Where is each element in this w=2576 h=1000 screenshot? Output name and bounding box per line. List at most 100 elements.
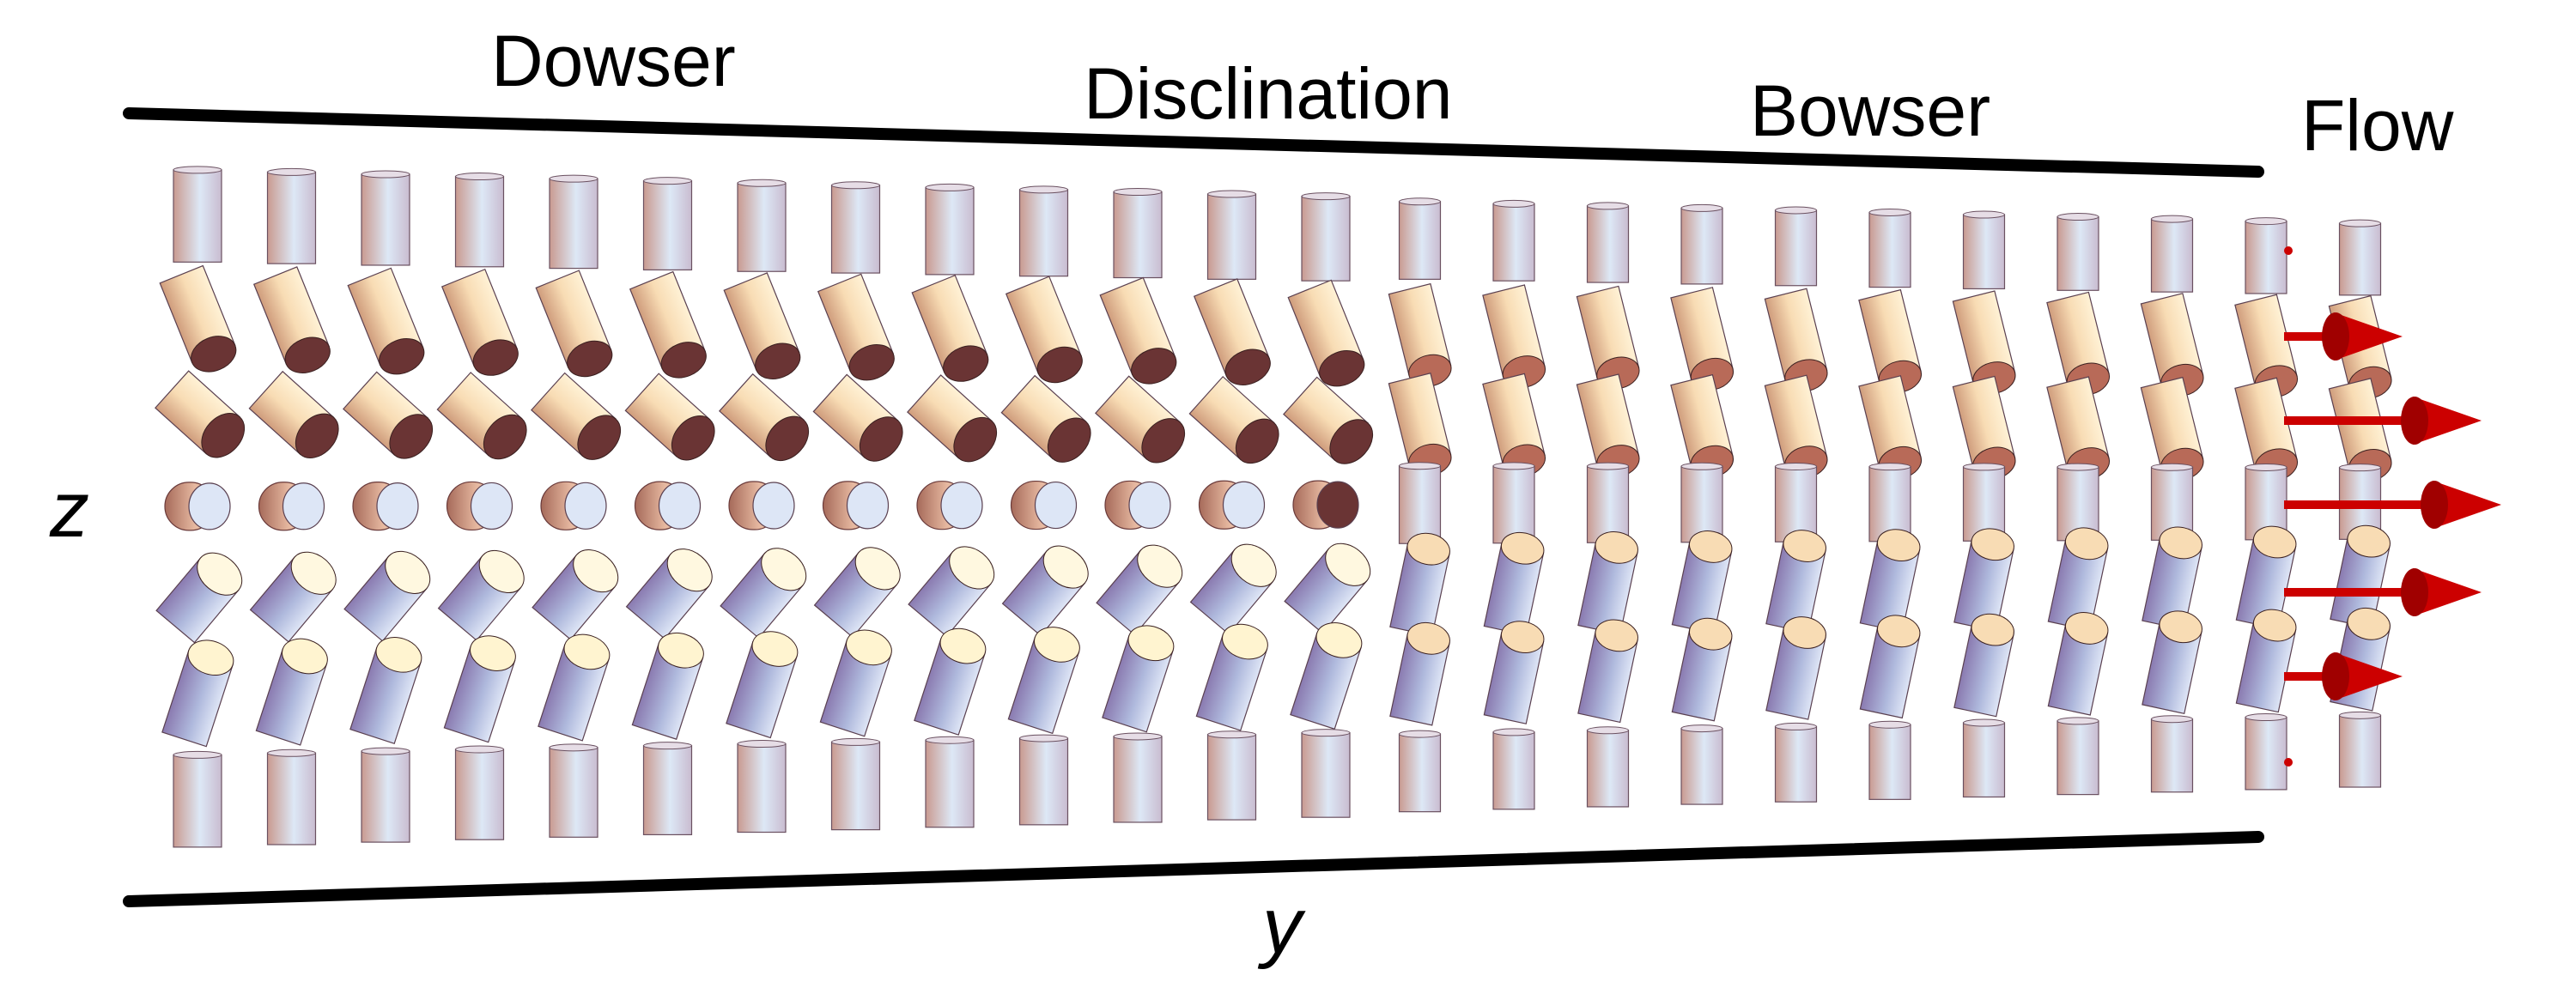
cylinder-r3-c3 [446, 481, 513, 531]
cylinder-r3-c13 [1398, 462, 1442, 544]
cylinder-r6-c13 [1398, 730, 1442, 813]
cylinder-r0-c16 [1680, 203, 1723, 285]
director-cylinders [155, 166, 2392, 848]
cylinder-r0-c1 [266, 167, 317, 264]
cylinder-r4-c5 [625, 548, 713, 639]
cylinder-r3-c7 [822, 481, 890, 530]
cylinder-r2-c0 [155, 370, 246, 458]
cylinder-r0-c17 [1774, 206, 1818, 287]
cylinder-r5-c9 [1007, 627, 1080, 735]
cylinder-r0-c4 [549, 174, 598, 270]
flow-arrow-4 [2284, 568, 2482, 616]
flow-arrow-6 [2284, 758, 2293, 767]
cylinder-r4-c20 [2047, 527, 2109, 632]
cylinder-r6-c12 [1301, 729, 1351, 818]
cylinder-r6-c3 [454, 745, 505, 840]
cylinder-r2-c1 [248, 370, 339, 459]
cylinder-r4-c8 [908, 546, 995, 638]
cylinder-r3-c11 [1198, 480, 1266, 530]
cylinder-r1-c1 [252, 266, 331, 373]
y-axis-label: y [1257, 882, 1306, 970]
cylinder-r0-c8 [925, 183, 975, 276]
cylinder-r0-c10 [1113, 187, 1163, 279]
cylinder-r5-c19 [1953, 613, 2014, 718]
cylinder-r3-c9 [1010, 480, 1078, 530]
cylinder-r0-c6 [737, 179, 787, 272]
cylinder-r6-c20 [2057, 717, 2099, 796]
cylinder-r6-c11 [1206, 730, 1257, 821]
cylinder-r6-c8 [925, 736, 975, 828]
flow-arrow-2 [2284, 397, 2482, 445]
cylinder-r0-c18 [1868, 208, 1911, 288]
cylinder-r5-c17 [1765, 616, 1826, 720]
cylinder-r6-c18 [1868, 720, 1911, 800]
cylinder-r3-c15 [1586, 462, 1630, 543]
top-wall [123, 107, 2264, 178]
cylinder-r2-c11 [1188, 375, 1279, 464]
cylinder-r1-c9 [1005, 276, 1083, 384]
cylinder-r6-c2 [361, 747, 410, 843]
cylinder-r0-c12 [1301, 192, 1351, 282]
cylinder-r4-c10 [1096, 544, 1183, 636]
cylinder-r2-c5 [624, 373, 715, 461]
cylinder-r6-c6 [737, 740, 787, 833]
cylinder-r4-c3 [437, 549, 525, 641]
cylinder-r2-c2 [343, 371, 434, 459]
cylinder-r6-c4 [549, 743, 598, 838]
cylinder-r5-c4 [538, 633, 611, 742]
cylinder-r4-c7 [813, 547, 901, 639]
cylinder-r3-c6 [728, 481, 795, 530]
cylinder-r4-c15 [1577, 530, 1638, 635]
cylinder-r3-c1 [258, 482, 325, 531]
cylinder-r3-c18 [1868, 463, 1911, 542]
cylinder-r5-c10 [1102, 625, 1175, 733]
cylinder-r4-c19 [1953, 528, 2014, 632]
cylinder-r3-c14 [1492, 462, 1535, 544]
cylinder-r6-c7 [830, 737, 881, 831]
cylinder-r2-c10 [1095, 375, 1186, 464]
cylinder-r1-c6 [723, 272, 801, 379]
flow-velocity-arrows [2284, 246, 2501, 767]
cylinder-r6-c21 [2150, 715, 2194, 793]
cylinder-r4-c13 [1389, 532, 1450, 637]
bottom-wall [123, 831, 2264, 907]
cylinder-r5-c1 [255, 638, 328, 746]
cylinder-r6-c10 [1113, 732, 1163, 823]
cylinder-r5-c5 [631, 632, 704, 740]
cylinder-r2-c3 [436, 372, 527, 460]
cylinder-r3-c10 [1104, 480, 1171, 530]
cylinder-r6-c23 [2338, 711, 2382, 788]
cylinder-r0-c2 [361, 170, 410, 266]
cylinder-r4-c14 [1483, 531, 1545, 636]
channel-walls [123, 107, 2264, 907]
cylinder-r0-c11 [1206, 190, 1257, 280]
cylinder-r4-c9 [1001, 545, 1089, 637]
cylinder-r1-c4 [535, 270, 613, 378]
cylinder-r6-c22 [2245, 713, 2287, 791]
cylinder-r0-c0 [173, 166, 222, 263]
dowser-label: Dowser [491, 21, 736, 101]
bowser-label: Bowser [1750, 70, 1990, 151]
cylinder-r5-c13 [1389, 621, 1450, 726]
cylinder-r1-c7 [817, 273, 895, 381]
cylinder-r5-c7 [819, 629, 892, 737]
cylinder-r0-c20 [2057, 213, 2099, 291]
cylinder-r1-c15 [1576, 285, 1640, 390]
cylinder-r4-c6 [720, 548, 807, 639]
cylinder-r6-c1 [266, 748, 317, 845]
cylinder-r5-c12 [1290, 622, 1363, 730]
cylinder-r1-c11 [1193, 278, 1271, 385]
cylinder-r3-c0 [164, 482, 231, 531]
flow-arrow-0 [2284, 246, 2293, 255]
cylinder-r5-c0 [161, 639, 234, 748]
flow-arrow-1 [2284, 312, 2403, 361]
cylinder-r4-c4 [532, 549, 619, 640]
cylinder-r6-c14 [1492, 728, 1535, 810]
cylinder-r2-c19 [1952, 375, 2016, 480]
cylinder-r5-c22 [2235, 609, 2297, 713]
cylinder-r4-c23 [2330, 524, 2391, 629]
cylinder-r6-c16 [1680, 724, 1723, 805]
cylinder-r0-c15 [1586, 202, 1630, 283]
cylinder-r3-c12 [1292, 480, 1359, 530]
cylinder-r1-c3 [440, 268, 519, 376]
